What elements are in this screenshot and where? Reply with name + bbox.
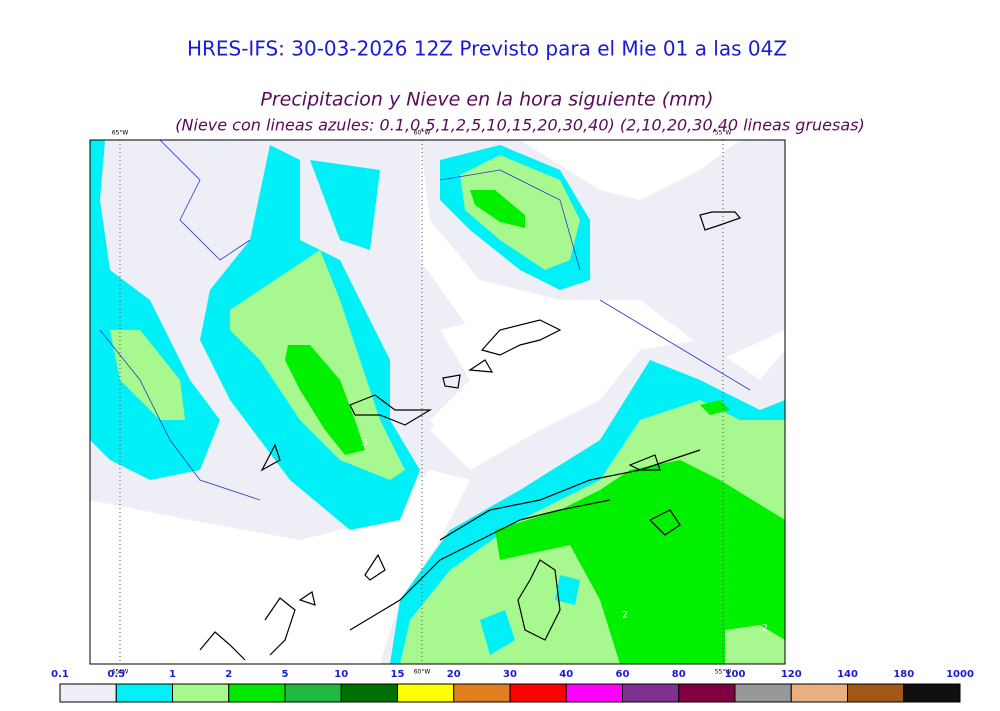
legend-level-label: 30 [503,669,517,680]
precip-area-lightgreen [725,625,785,664]
legend-swatch [509,683,567,703]
precip-area-lightgreen [110,330,185,420]
legend-level-label: 15 [391,669,405,680]
legend-swatch [340,683,398,703]
legend-swatch [903,683,961,703]
longitude-label: 65°W [112,669,129,676]
title: HRES-IFS: 30-03-2026 12Z Previsto para e… [187,37,787,61]
legend-level-label: 20 [447,669,461,680]
legend-swatch [678,683,736,703]
meridian [119,140,724,664]
legend-swatch [59,683,117,703]
clear-area [430,310,590,470]
legend-level-label: 180 [893,669,914,680]
precip-area-cyan [480,610,515,655]
subtitle-note: (Nieve con lineas azules: 0.1,0.5,1,2,5,… [175,116,864,135]
legend-swatch [115,683,173,703]
legend-swatch [284,683,342,703]
map-frame [89,139,786,665]
legend-swatch [847,683,905,703]
legend-swatch [790,683,848,703]
legend-level-label: 10 [334,669,348,680]
subtitle: Precipitacion y Nieve en la hora siguien… [260,89,713,111]
precip-area-green [285,345,365,455]
precip-area-green [700,400,730,415]
precip-area-green [495,460,785,664]
longitude-label: 65°W [112,130,129,137]
longitude-label: 55°W [715,669,732,676]
contour-label: 2 [762,624,768,634]
contour-label: 5 [362,439,368,449]
legend: 0.1 0.5 1 2 5 10 15 20 30 40 60 80 100 120 140 180 1000 [51,669,974,703]
legend-swatch [397,683,455,703]
longitude-label: 55°W [715,130,732,137]
legend-level-label: 100 [725,669,746,680]
legend-level-label: 120 [781,669,802,680]
legend-swatch [734,683,792,703]
longitude-label: 60°W [414,130,431,137]
precip-area-cyan [555,575,580,605]
map: 65°W 60°W 55°W 65°W 60°W 55°W 5 2 2 [89,130,786,676]
snow-contour [99,139,751,501]
legend-level-label: 0.1 [51,669,69,680]
legend-level-label: 1 [169,669,176,680]
contour-label: 2 [622,611,628,621]
legend-swatch [565,683,623,703]
legend-swatch [172,683,230,703]
legend-swatch [453,683,511,703]
legend-swatch [228,683,286,703]
legend-level-label: 140 [837,669,858,680]
precip-area-cyan [90,140,220,480]
legend-swatch [622,683,680,703]
precip-area-green [470,190,525,228]
longitude-label: 60°W [414,669,431,676]
legend-level-label: 5 [282,669,289,680]
legend-level-label: 2 [225,669,232,680]
legend-level-label: 80 [672,669,686,680]
coastline [199,211,742,661]
legend-level-label: 40 [559,669,573,680]
legend-level-label: 1000 [946,669,974,680]
legend-level-label: 0.5 [107,669,125,680]
precip-area-cyan [310,160,380,250]
legend-level-label: 60 [616,669,630,680]
